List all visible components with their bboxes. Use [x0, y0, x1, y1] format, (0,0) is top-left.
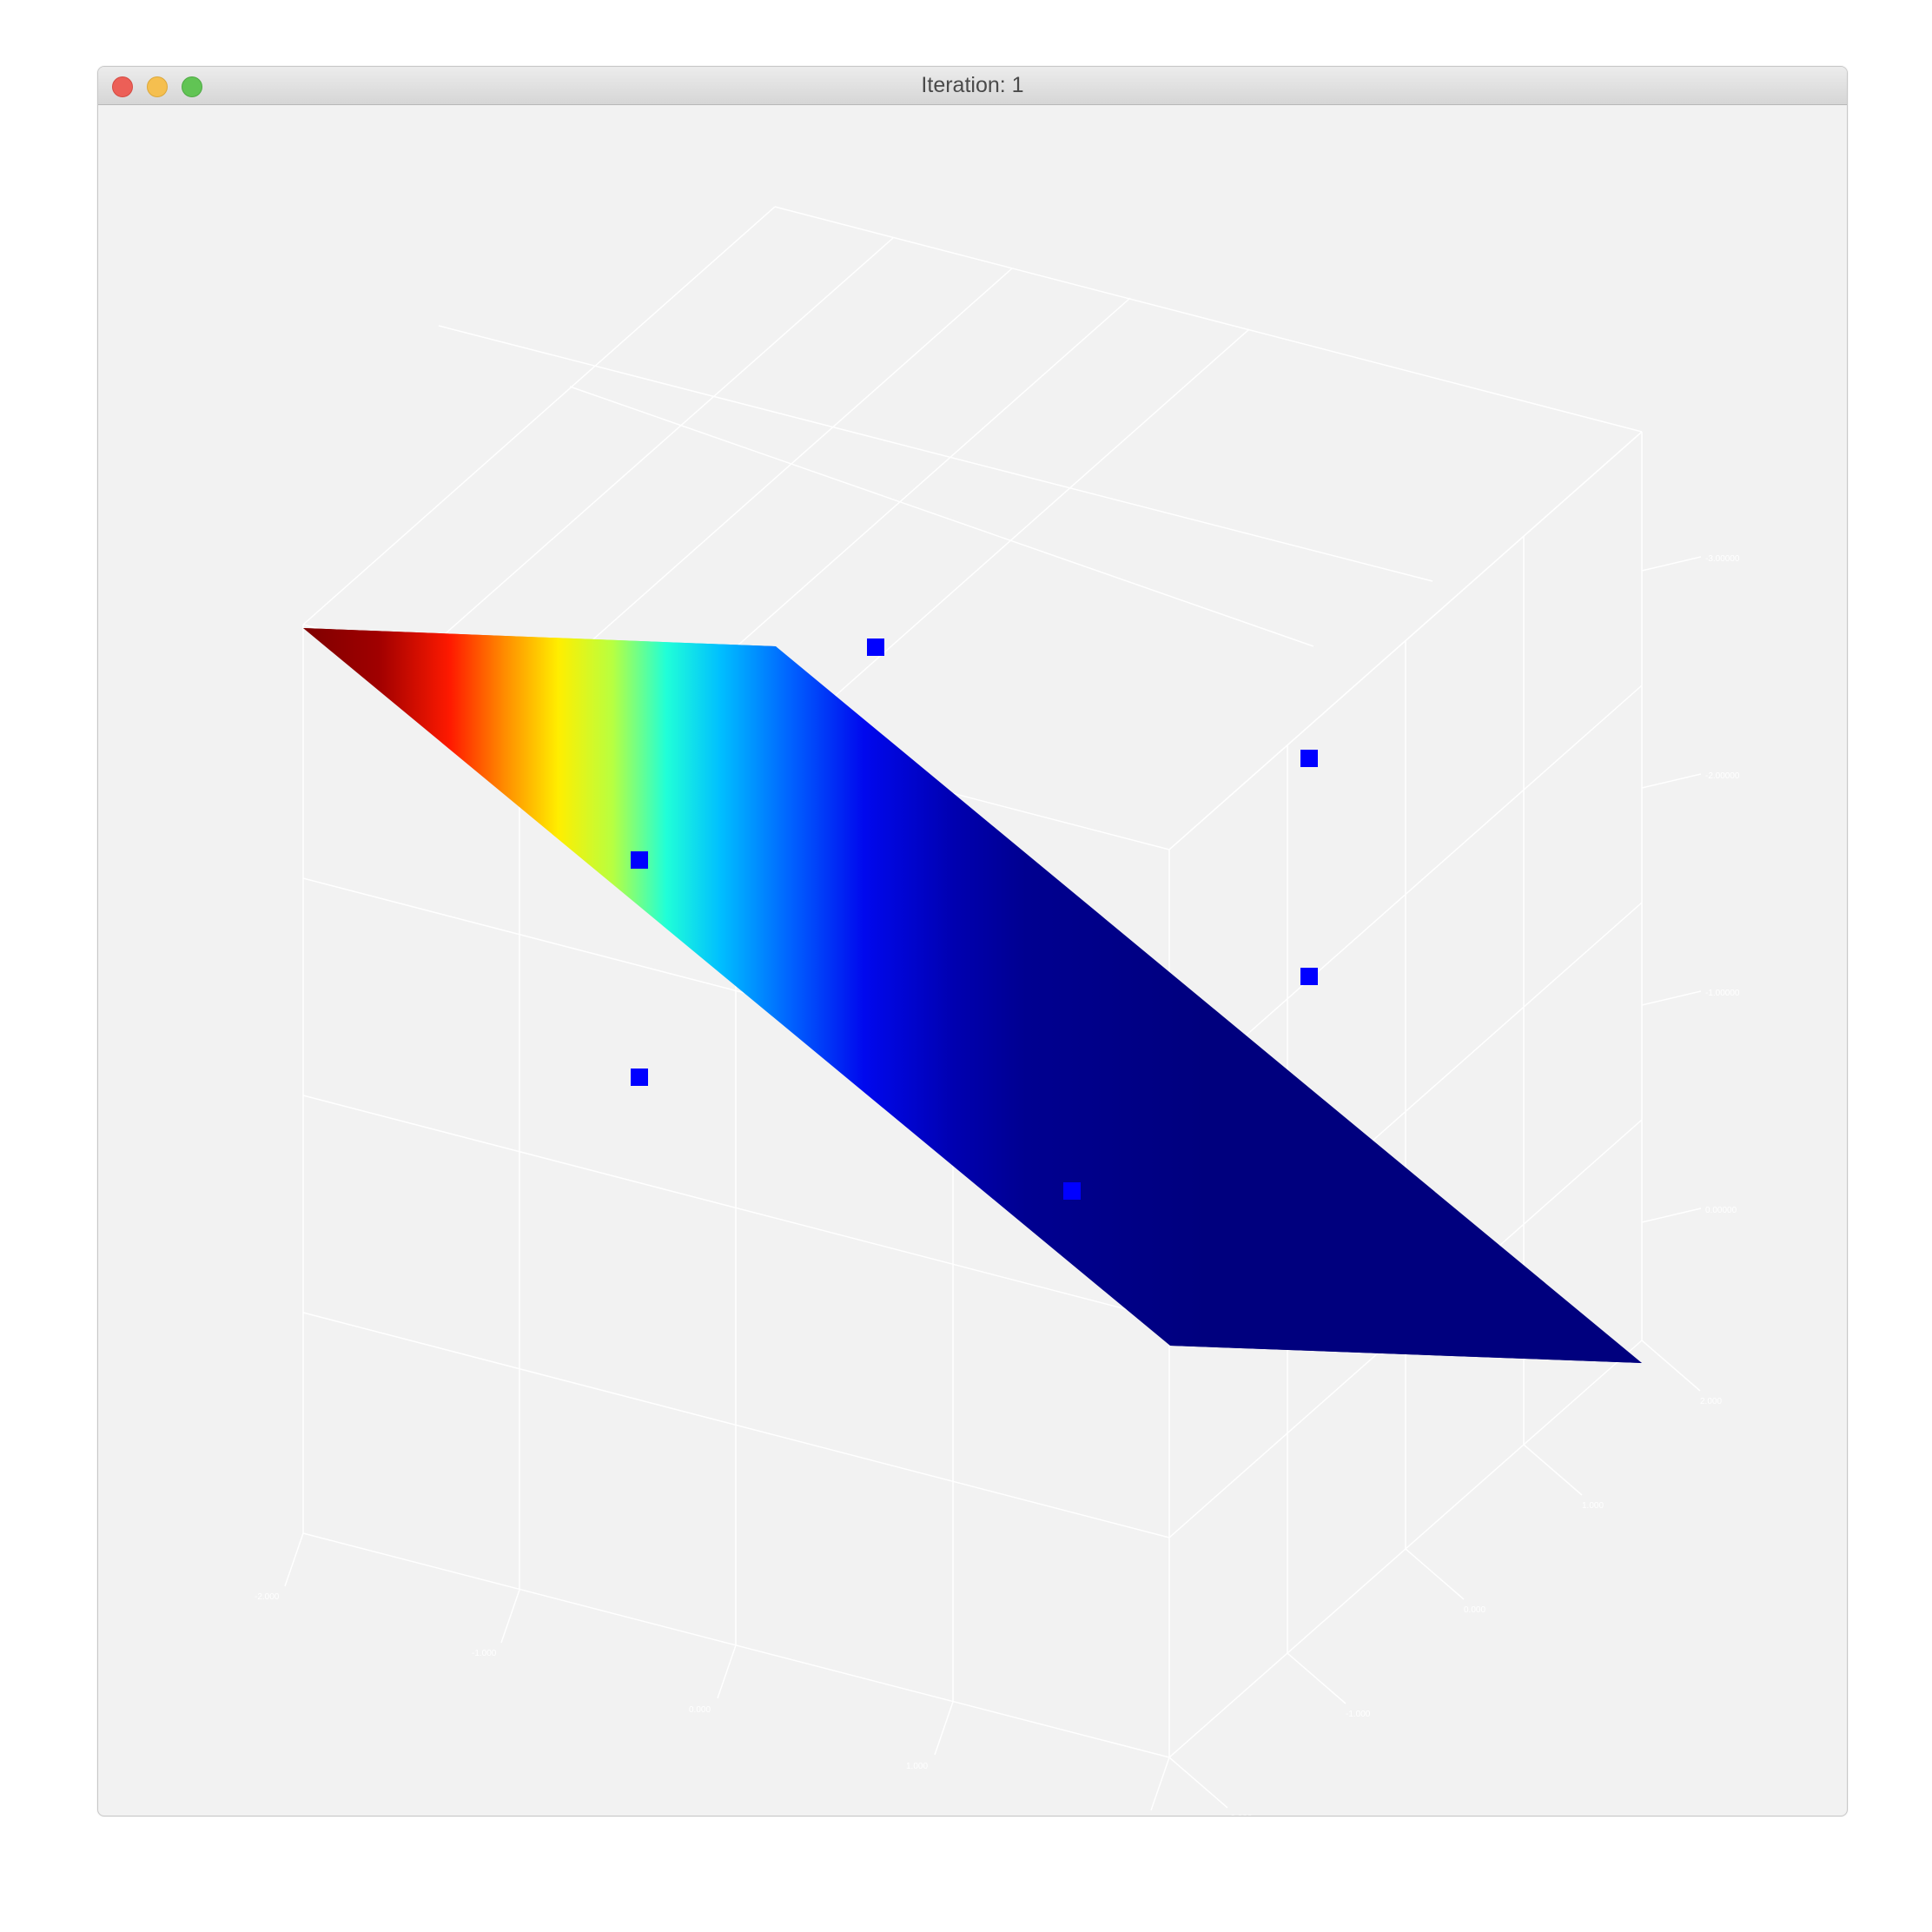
- svg-text:-2.000: -2.000: [1227, 1814, 1253, 1816]
- plot-canvas[interactable]: -2.000 -1.000 0.000 1.000 2.000 -2.000 -…: [98, 105, 1847, 1816]
- data-point: [1300, 968, 1318, 985]
- data-points: [631, 638, 1318, 1200]
- svg-text:-1.000: -1.000: [1346, 1710, 1371, 1719]
- svg-text:1.000: 1.000: [906, 1762, 928, 1771]
- data-point: [1063, 1182, 1081, 1200]
- svg-text:-1.000: -1.000: [472, 1649, 497, 1658]
- svg-text:-2.000: -2.000: [255, 1592, 280, 1602]
- data-point: [867, 638, 884, 656]
- svg-text:0.000: 0.000: [689, 1705, 711, 1715]
- svg-text:2.000: 2.000: [1700, 1397, 1722, 1406]
- svg-text:-2.00000: -2.00000: [1705, 771, 1740, 781]
- svg-text:1.000: 1.000: [1582, 1501, 1604, 1511]
- data-point: [631, 851, 648, 869]
- svg-text:-1.00000: -1.00000: [1705, 989, 1740, 998]
- data-point: [631, 1069, 648, 1086]
- app-window: Iteration: 1: [97, 66, 1848, 1816]
- svg-text:0.000: 0.000: [1464, 1605, 1485, 1615]
- plot-3d[interactable]: -2.000 -1.000 0.000 1.000 2.000 -2.000 -…: [98, 105, 1847, 1816]
- minimize-button[interactable]: [147, 76, 168, 97]
- title-bar[interactable]: Iteration: 1: [98, 67, 1847, 105]
- zoom-button[interactable]: [182, 76, 202, 97]
- axis-tick-labels: -2.000 -1.000 0.000 1.000 2.000 -2.000 -…: [255, 554, 1740, 1816]
- svg-text:0.00000: 0.00000: [1705, 1206, 1737, 1215]
- data-point: [1300, 750, 1318, 767]
- fitted-surface-fill: [303, 628, 1642, 1363]
- svg-text:-3.00000: -3.00000: [1705, 554, 1740, 564]
- close-button[interactable]: [112, 76, 133, 97]
- window-title: Iteration: 1: [921, 73, 1024, 97]
